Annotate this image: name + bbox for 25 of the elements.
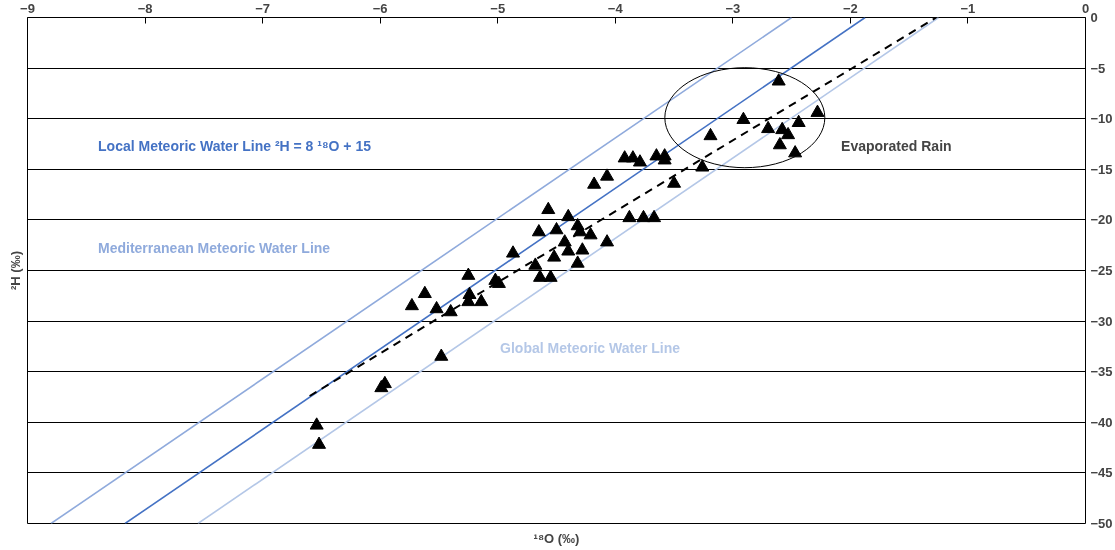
- x-tick-label: −3: [725, 0, 741, 16]
- x-tick-label: −8: [137, 0, 153, 16]
- x-tick-label: −2: [842, 0, 858, 16]
- y-tick-label: −50: [1090, 516, 1113, 531]
- x-tick-label: −7: [255, 0, 271, 16]
- y-axis-title: ²H (‰): [7, 250, 23, 290]
- x-tick-label: −6: [372, 0, 388, 16]
- x-tick-label: −4: [607, 0, 624, 16]
- y-tick-label: −25: [1090, 263, 1113, 278]
- text: Mediterranean Meteoric Water Line: [98, 240, 331, 257]
- x-tick-label: −1: [960, 0, 976, 16]
- y-tick-label: −45: [1090, 465, 1113, 481]
- x-tick-label: −9: [20, 0, 35, 16]
- y-tick-label: −10: [1090, 111, 1113, 127]
- y-tick-label: −15: [1090, 161, 1113, 177]
- annotation: Evaporated Rain: [841, 138, 952, 155]
- y-tick-label: −5: [1090, 60, 1106, 76]
- x-axis-title: ¹⁸O (‰): [533, 530, 580, 546]
- series-label: Global Meteoric Water Line: [500, 340, 681, 357]
- x-tick-label: −5: [490, 0, 506, 16]
- y-tick-label: −20: [1090, 212, 1113, 228]
- y-tick-label: −30: [1090, 313, 1113, 329]
- text: Local Meteoric Water Line ²H = 8 ¹⁸O + 15: [98, 138, 372, 155]
- y-tick-label: −40: [1090, 414, 1113, 430]
- y-tick-label: −35: [1090, 364, 1113, 380]
